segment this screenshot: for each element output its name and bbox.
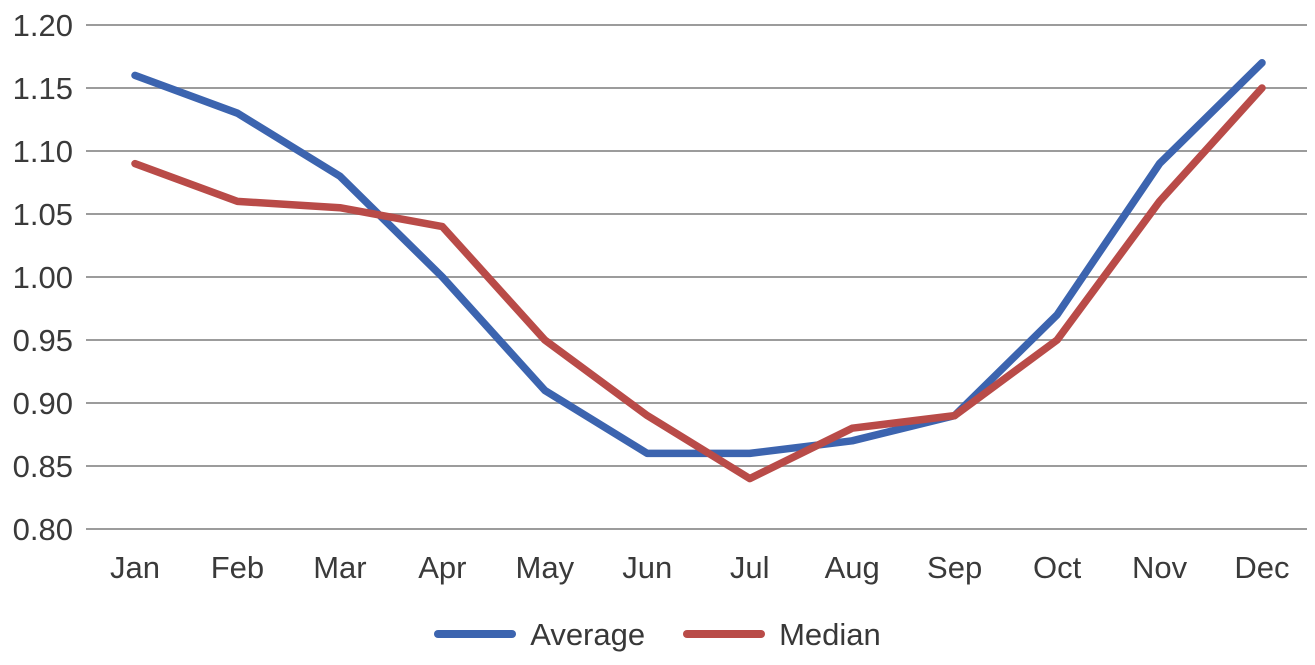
x-tick-label: Jan [110,550,160,585]
median-line-swatch [683,630,766,638]
x-tick-label: Nov [1132,550,1188,585]
y-tick-label: 1.10 [13,134,73,169]
x-tick-label: Oct [1033,550,1082,585]
x-tick-label: Apr [418,550,466,585]
y-tick-label: 0.85 [13,449,73,484]
average-line-swatch [434,630,517,638]
x-tick-label: Jul [730,550,770,585]
legend-label-median: Median [779,616,881,652]
legend-item-average: Average [434,619,645,650]
chart-legend: Average Median [0,608,1315,660]
y-tick-label: 1.15 [13,71,73,106]
y-tick-label: 1.05 [13,197,73,232]
y-tick-label: 1.20 [13,8,73,43]
x-tick-label: Aug [825,550,880,585]
y-tick-label: 1.00 [13,260,73,295]
x-tick-label: May [516,550,575,585]
x-tick-label: Feb [211,550,264,585]
x-tick-label: Dec [1234,550,1289,585]
x-tick-label: Mar [313,550,366,585]
legend-item-median: Median [683,619,881,650]
median-series-line [131,84,1266,483]
average-series-line [131,59,1266,458]
y-tick-label: 0.90 [13,386,73,421]
x-tick-label: Sep [927,550,982,585]
y-tick-label: 0.95 [13,323,73,358]
x-tick-label: Jun [622,550,672,585]
legend-label-average: Average [530,616,646,652]
y-tick-label: 0.80 [13,512,73,547]
